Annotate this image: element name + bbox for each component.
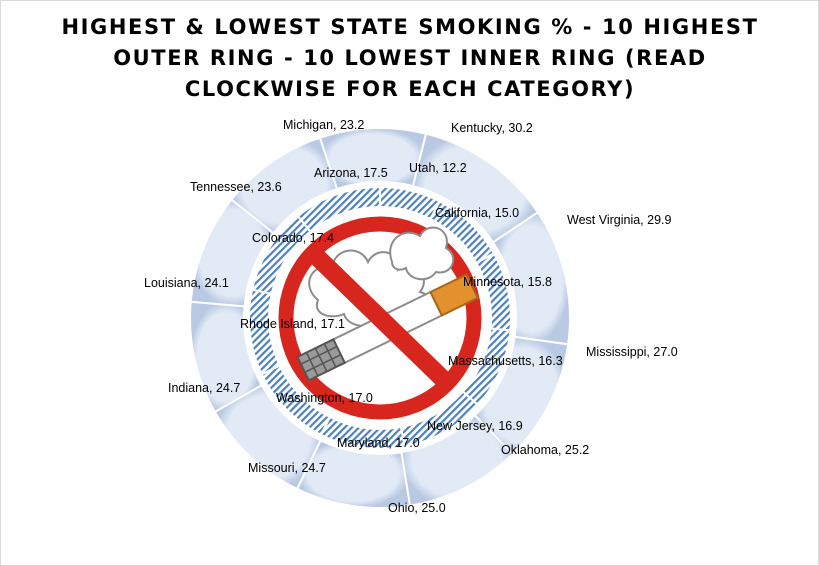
inner-ring bbox=[244, 182, 516, 454]
outer-label-ohio: Ohio, 25.0 bbox=[388, 501, 446, 515]
inner-label-washington: Washington, 17.0 bbox=[276, 391, 373, 405]
outer-label-louisiana: Louisiana, 24.1 bbox=[144, 276, 229, 290]
inner-label-rhode-island: Rhode Island, 17.1 bbox=[240, 317, 345, 331]
outer-labels: Kentucky, 30.2 West Virginia, 29.9 Mississ… bbox=[144, 118, 678, 515]
inner-label-arizona: Arizona, 17.5 bbox=[314, 166, 388, 180]
outer-ring bbox=[189, 127, 571, 509]
inner-label-utah: Utah, 12.2 bbox=[409, 161, 467, 175]
outer-label-indiana: Indiana, 24.7 bbox=[168, 381, 240, 395]
inner-label-colorado: Colorado, 17.4 bbox=[252, 231, 334, 245]
outer-label-oklahoma: Oklahoma, 25.2 bbox=[501, 443, 589, 457]
outer-label-west-virginia: West Virginia, 29.9 bbox=[567, 213, 672, 227]
inner-label-massachusetts: Massachusetts, 16.3 bbox=[448, 354, 563, 368]
outer-label-michigan: Michigan, 23.2 bbox=[283, 118, 364, 132]
inner-slice-arizona bbox=[296, 185, 381, 233]
inner-labels: Utah, 12.2 California, 15.0 Minnesota, 15.… bbox=[240, 161, 563, 450]
inner-label-new-jersey: New Jersey, 16.9 bbox=[427, 419, 523, 433]
outer-label-kentucky: Kentucky, 30.2 bbox=[451, 121, 533, 135]
inner-label-minnesota: Minnesota, 15.8 bbox=[463, 275, 552, 289]
no-smoking-icon bbox=[277, 215, 483, 421]
inner-label-maryland: Maryland, 17.0 bbox=[337, 436, 420, 450]
inner-label-california: California, 15.0 bbox=[435, 206, 519, 220]
outer-label-mississippi: Mississippi, 27.0 bbox=[586, 345, 678, 359]
outer-label-missouri: Missouri, 24.7 bbox=[248, 461, 326, 475]
outer-label-tennessee: Tennessee, 23.6 bbox=[190, 180, 282, 194]
chart-title: HIGHEST & LOWEST STATE SMOKING % - 10 HI… bbox=[61, 15, 759, 101]
